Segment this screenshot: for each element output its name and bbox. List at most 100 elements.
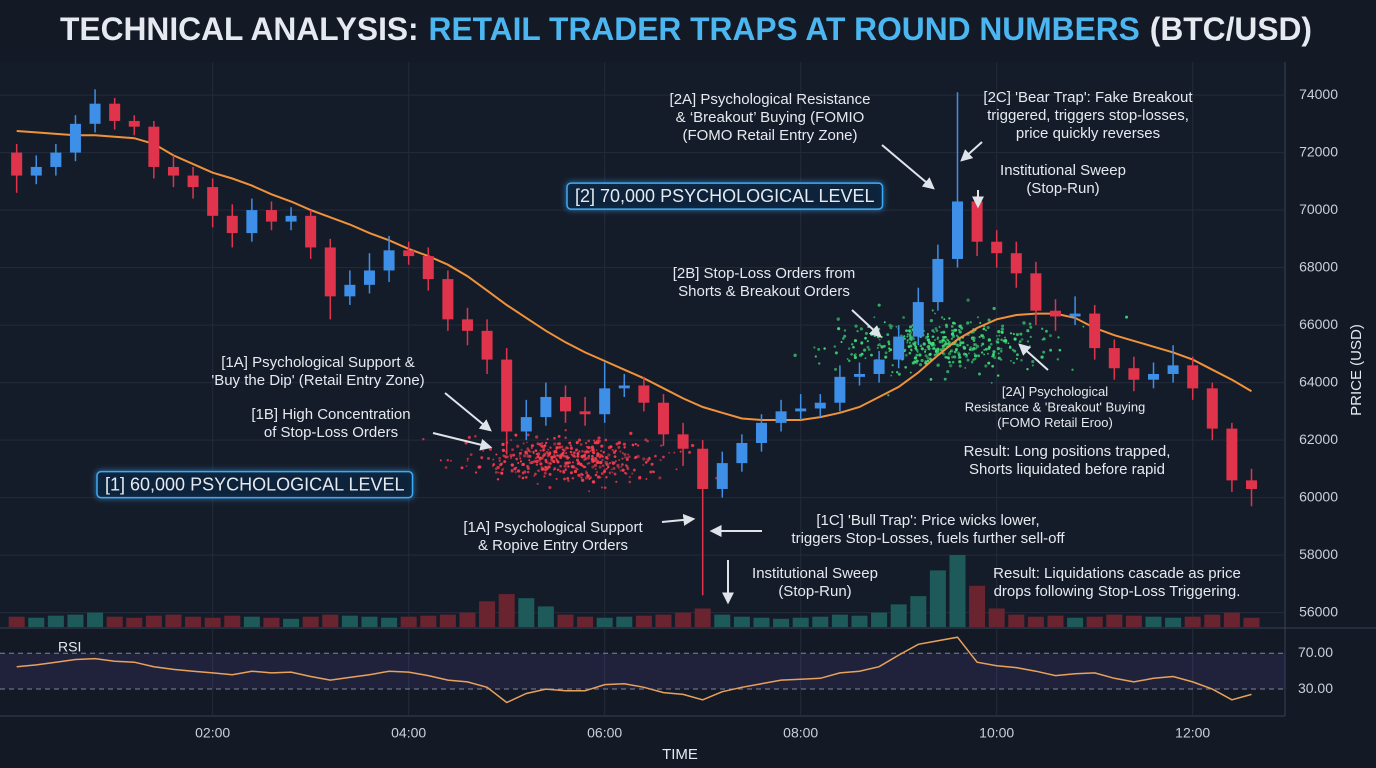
order-dot [594, 473, 598, 477]
annotation: Institutional Sweep (Stop-Run) [752, 565, 878, 600]
order-dot [595, 439, 600, 443]
order-dot [509, 457, 513, 460]
annotation-line: Result: Long positions trapped, [964, 443, 1171, 460]
order-dot [966, 358, 970, 362]
candle-body [305, 215, 317, 248]
order-dot [971, 358, 975, 362]
order-dot [878, 338, 881, 341]
order-dot [966, 343, 969, 347]
order-dot [1016, 353, 1019, 357]
order-dot [547, 465, 551, 469]
order-dot [1002, 339, 1006, 343]
order-dot [517, 475, 521, 478]
order-dot [523, 454, 527, 458]
candle-body [1187, 365, 1199, 389]
candle-body [540, 396, 552, 418]
order-dot [628, 475, 632, 479]
x-tick-label: 10:00 [979, 725, 1014, 741]
order-dot [946, 338, 949, 341]
order-dot [910, 348, 913, 351]
order-dot [615, 480, 618, 483]
volume-bar [361, 616, 378, 627]
candle-body [873, 359, 885, 374]
order-dot [611, 460, 614, 464]
order-dot [501, 448, 506, 453]
order-dot [852, 345, 855, 349]
candle-body [697, 448, 709, 489]
order-dot [841, 337, 845, 340]
order-dot [959, 341, 963, 345]
order-dot [887, 394, 890, 397]
annotation: [2A] Psychological Resistance & ‘Breakout… [670, 91, 871, 144]
order-dot [553, 451, 557, 454]
volume-bar [1165, 617, 1182, 627]
order-dot [469, 453, 473, 456]
rsi-tick-label: 30.00 [1298, 680, 1333, 696]
order-dot [589, 450, 592, 453]
order-dot [886, 333, 890, 337]
order-dot [982, 327, 986, 331]
order-dot [532, 450, 535, 453]
order-dot [924, 354, 928, 358]
order-dot [996, 374, 1000, 377]
price-panel [0, 62, 1285, 627]
order-dot [538, 442, 542, 446]
order-dot [499, 463, 503, 467]
y-tick-label: 58000 [1299, 546, 1338, 562]
order-dot [834, 367, 838, 371]
order-dot [494, 467, 498, 471]
order-dot [617, 441, 622, 445]
x-axis-label: TIME [662, 746, 698, 763]
order-dot [512, 453, 516, 457]
order-dot [595, 458, 598, 461]
candle-body [991, 241, 1003, 254]
order-dot [911, 337, 915, 341]
order-dot [843, 334, 847, 338]
candle-body [1147, 373, 1159, 380]
order-dot [542, 445, 546, 449]
order-dot [843, 329, 847, 332]
order-dot [918, 363, 923, 367]
order-dot [950, 325, 954, 328]
order-dot [1013, 337, 1017, 341]
order-dot [891, 364, 894, 367]
order-dot [577, 473, 581, 477]
order-dot [592, 456, 595, 459]
order-dot [1040, 355, 1044, 359]
order-dot [953, 355, 957, 359]
order-dot [543, 471, 547, 475]
order-dot [1015, 357, 1019, 360]
order-dot [866, 339, 869, 343]
candle-body [971, 201, 983, 242]
order-dot [880, 345, 884, 349]
order-dot [596, 459, 600, 463]
order-dot [1041, 327, 1044, 330]
order-dot [977, 354, 981, 358]
order-dot [675, 468, 678, 471]
order-dot [621, 468, 625, 472]
order-dot [601, 455, 604, 458]
order-dot [518, 455, 521, 457]
order-dot [943, 339, 946, 342]
order-dot [566, 476, 570, 480]
order-dot [976, 316, 980, 319]
order-dot [580, 472, 584, 476]
order-dot [932, 335, 935, 338]
order-dot [523, 470, 527, 474]
order-dot [853, 339, 858, 343]
order-dot [552, 460, 556, 464]
order-dot [591, 450, 596, 454]
order-dot [981, 335, 986, 340]
order-dot [998, 334, 1001, 337]
candle-body [1108, 348, 1120, 369]
order-dot [933, 353, 936, 357]
order-dot [520, 448, 523, 451]
order-dot [571, 461, 574, 464]
order-dot [467, 435, 471, 439]
order-dot [990, 381, 993, 384]
order-dot [524, 475, 528, 479]
volume-bar [47, 615, 64, 627]
order-dot [634, 442, 637, 446]
order-dot [1020, 338, 1024, 341]
order-dot [924, 350, 927, 353]
